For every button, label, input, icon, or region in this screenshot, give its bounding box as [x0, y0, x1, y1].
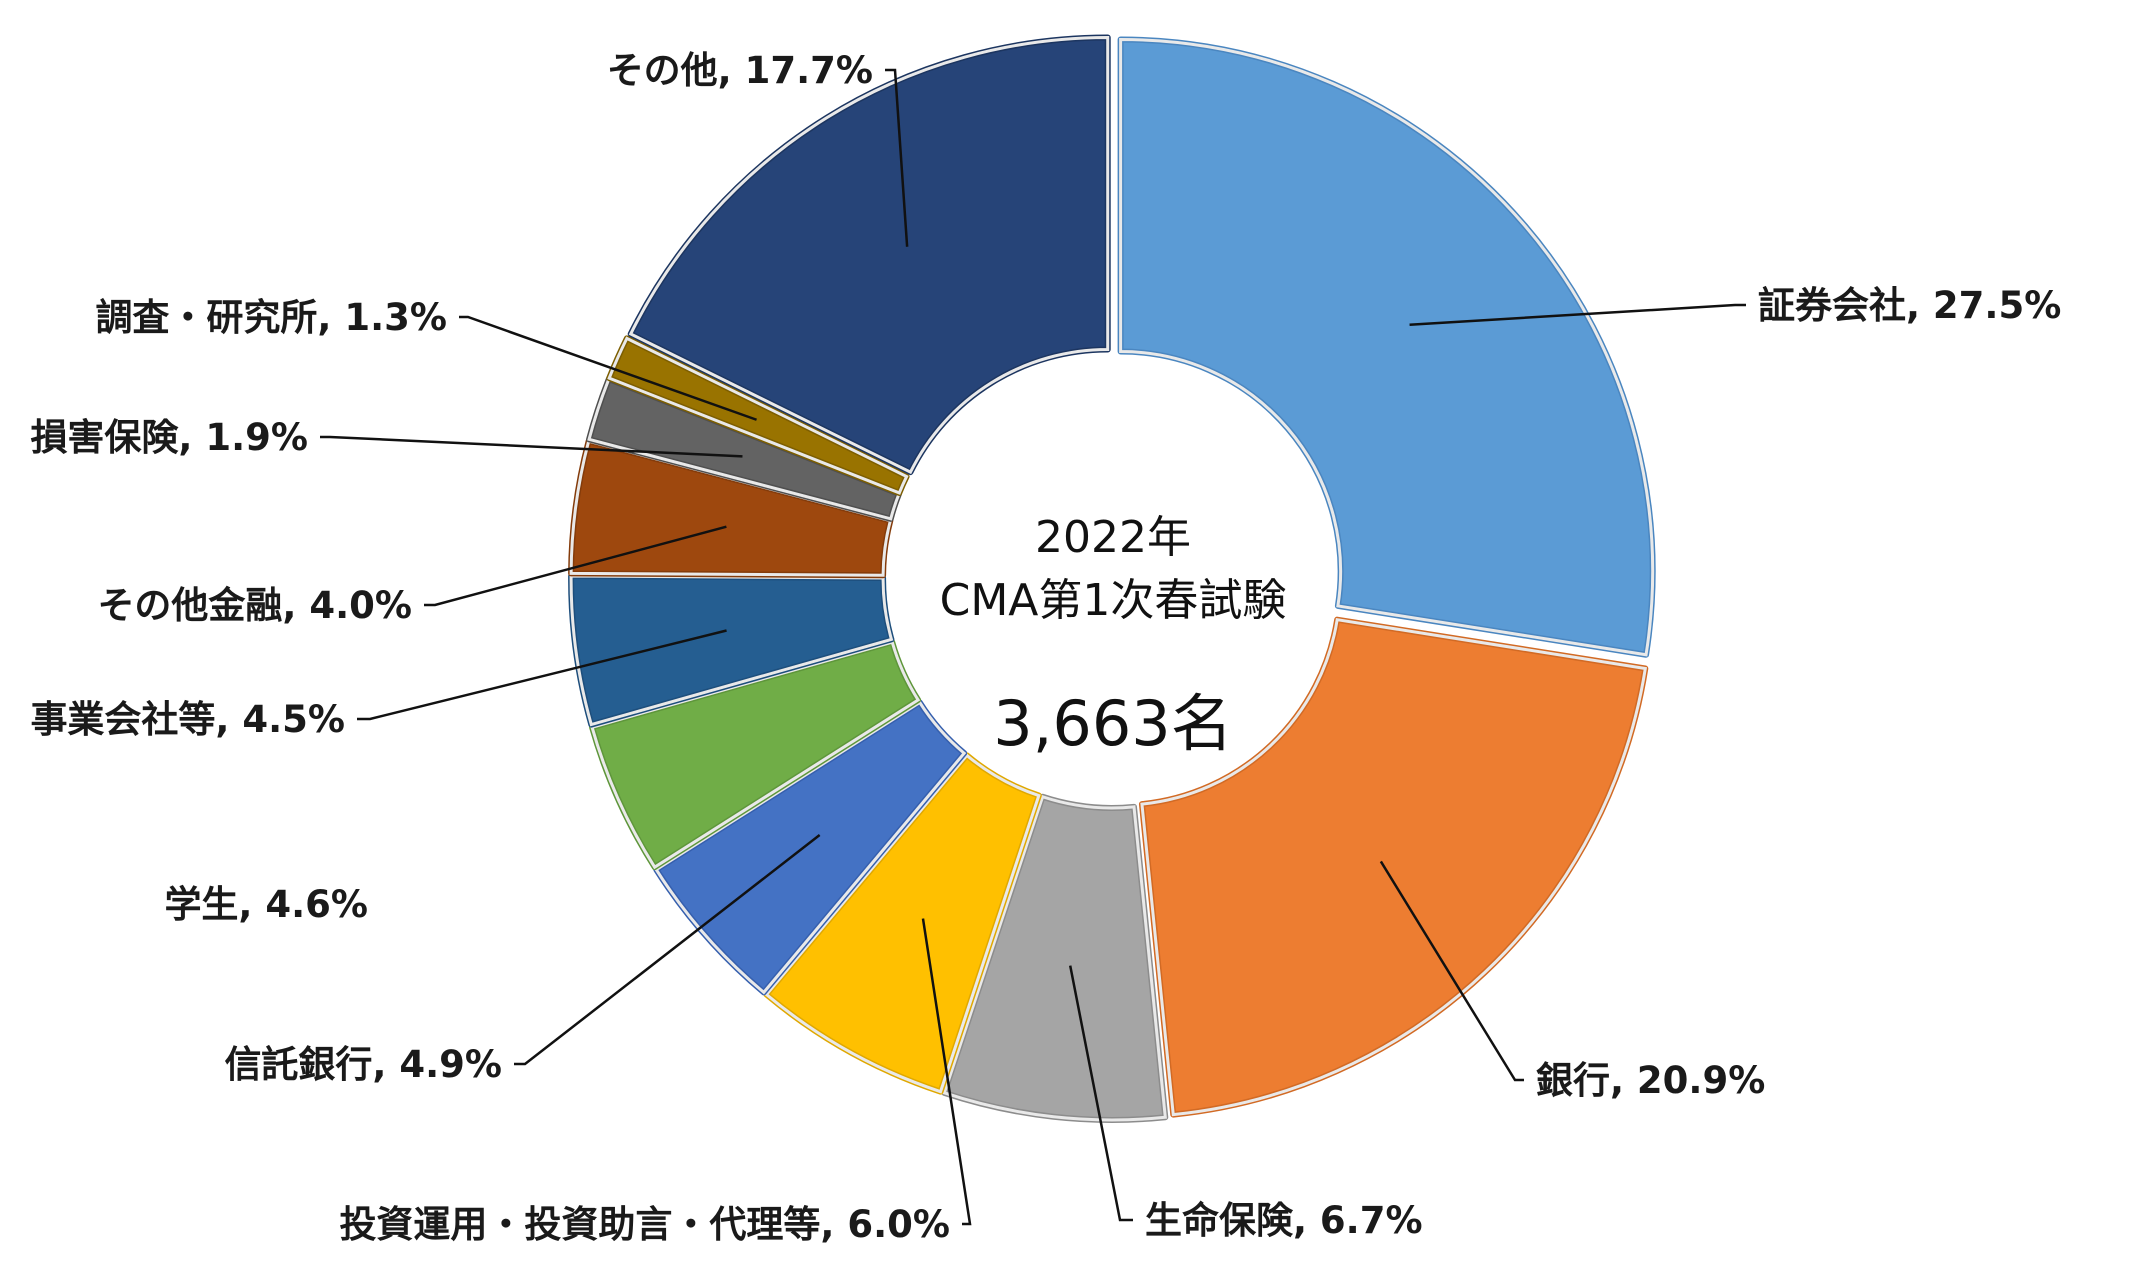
slice-outline: [942, 794, 1167, 1122]
leader-line: [357, 629, 727, 721]
slice-label: 調査・研究所, 1.3%: [95, 296, 447, 339]
donut-slice: [1117, 36, 1656, 658]
donut-slices: [568, 34, 1656, 1123]
slice-outline: [628, 36, 1110, 475]
leader-line: [921, 918, 972, 1226]
slice-label: その他金融, 4.0%: [97, 584, 412, 627]
slice-outline: [1140, 617, 1648, 1117]
slice-labels: 証券会社, 27.5% 銀行, 20.9% 生命保険, 6.7% 投資運用・投資助言・…: [30, 49, 2061, 1246]
leader-line: [320, 435, 743, 458]
slice-outline: [654, 700, 967, 995]
slice-label: その他, 17.7%: [607, 49, 873, 92]
slice-label: 損害保険, 1.9%: [30, 416, 308, 459]
leader-line: [885, 68, 909, 247]
leader-line: [1409, 303, 1746, 326]
leader-line: [424, 525, 727, 607]
slice-outline: [1119, 38, 1655, 657]
slice-label: 事業会社等, 4.5%: [30, 698, 345, 741]
leader-lines: [320, 68, 1746, 1226]
slice-label: 投資運用・投資助言・代理等, 6.0%: [339, 1203, 950, 1246]
slice-outline: [764, 753, 1041, 1094]
slice-label: 証券会社, 27.5%: [1758, 284, 2061, 327]
leader-line: [514, 834, 821, 1066]
center-year: 2022年: [1035, 512, 1191, 563]
slice-outline: [607, 336, 909, 495]
leader-line: [1379, 860, 1524, 1082]
center-exam-name: CMA第1次春試験: [940, 575, 1287, 626]
leader-line: [459, 315, 757, 421]
center-label: 2022年 CMA第1次春試験 3,663名: [940, 512, 1287, 760]
slice-label: 信託銀行, 4.9%: [224, 1043, 502, 1086]
slice-label: 生命保険, 6.7%: [1145, 1199, 1423, 1242]
slice-label: 銀行, 20.9%: [1536, 1059, 1765, 1102]
slice-label: 学生, 4.6%: [164, 883, 368, 926]
leader-line: [1068, 965, 1133, 1222]
center-total: 3,663名: [993, 687, 1233, 760]
